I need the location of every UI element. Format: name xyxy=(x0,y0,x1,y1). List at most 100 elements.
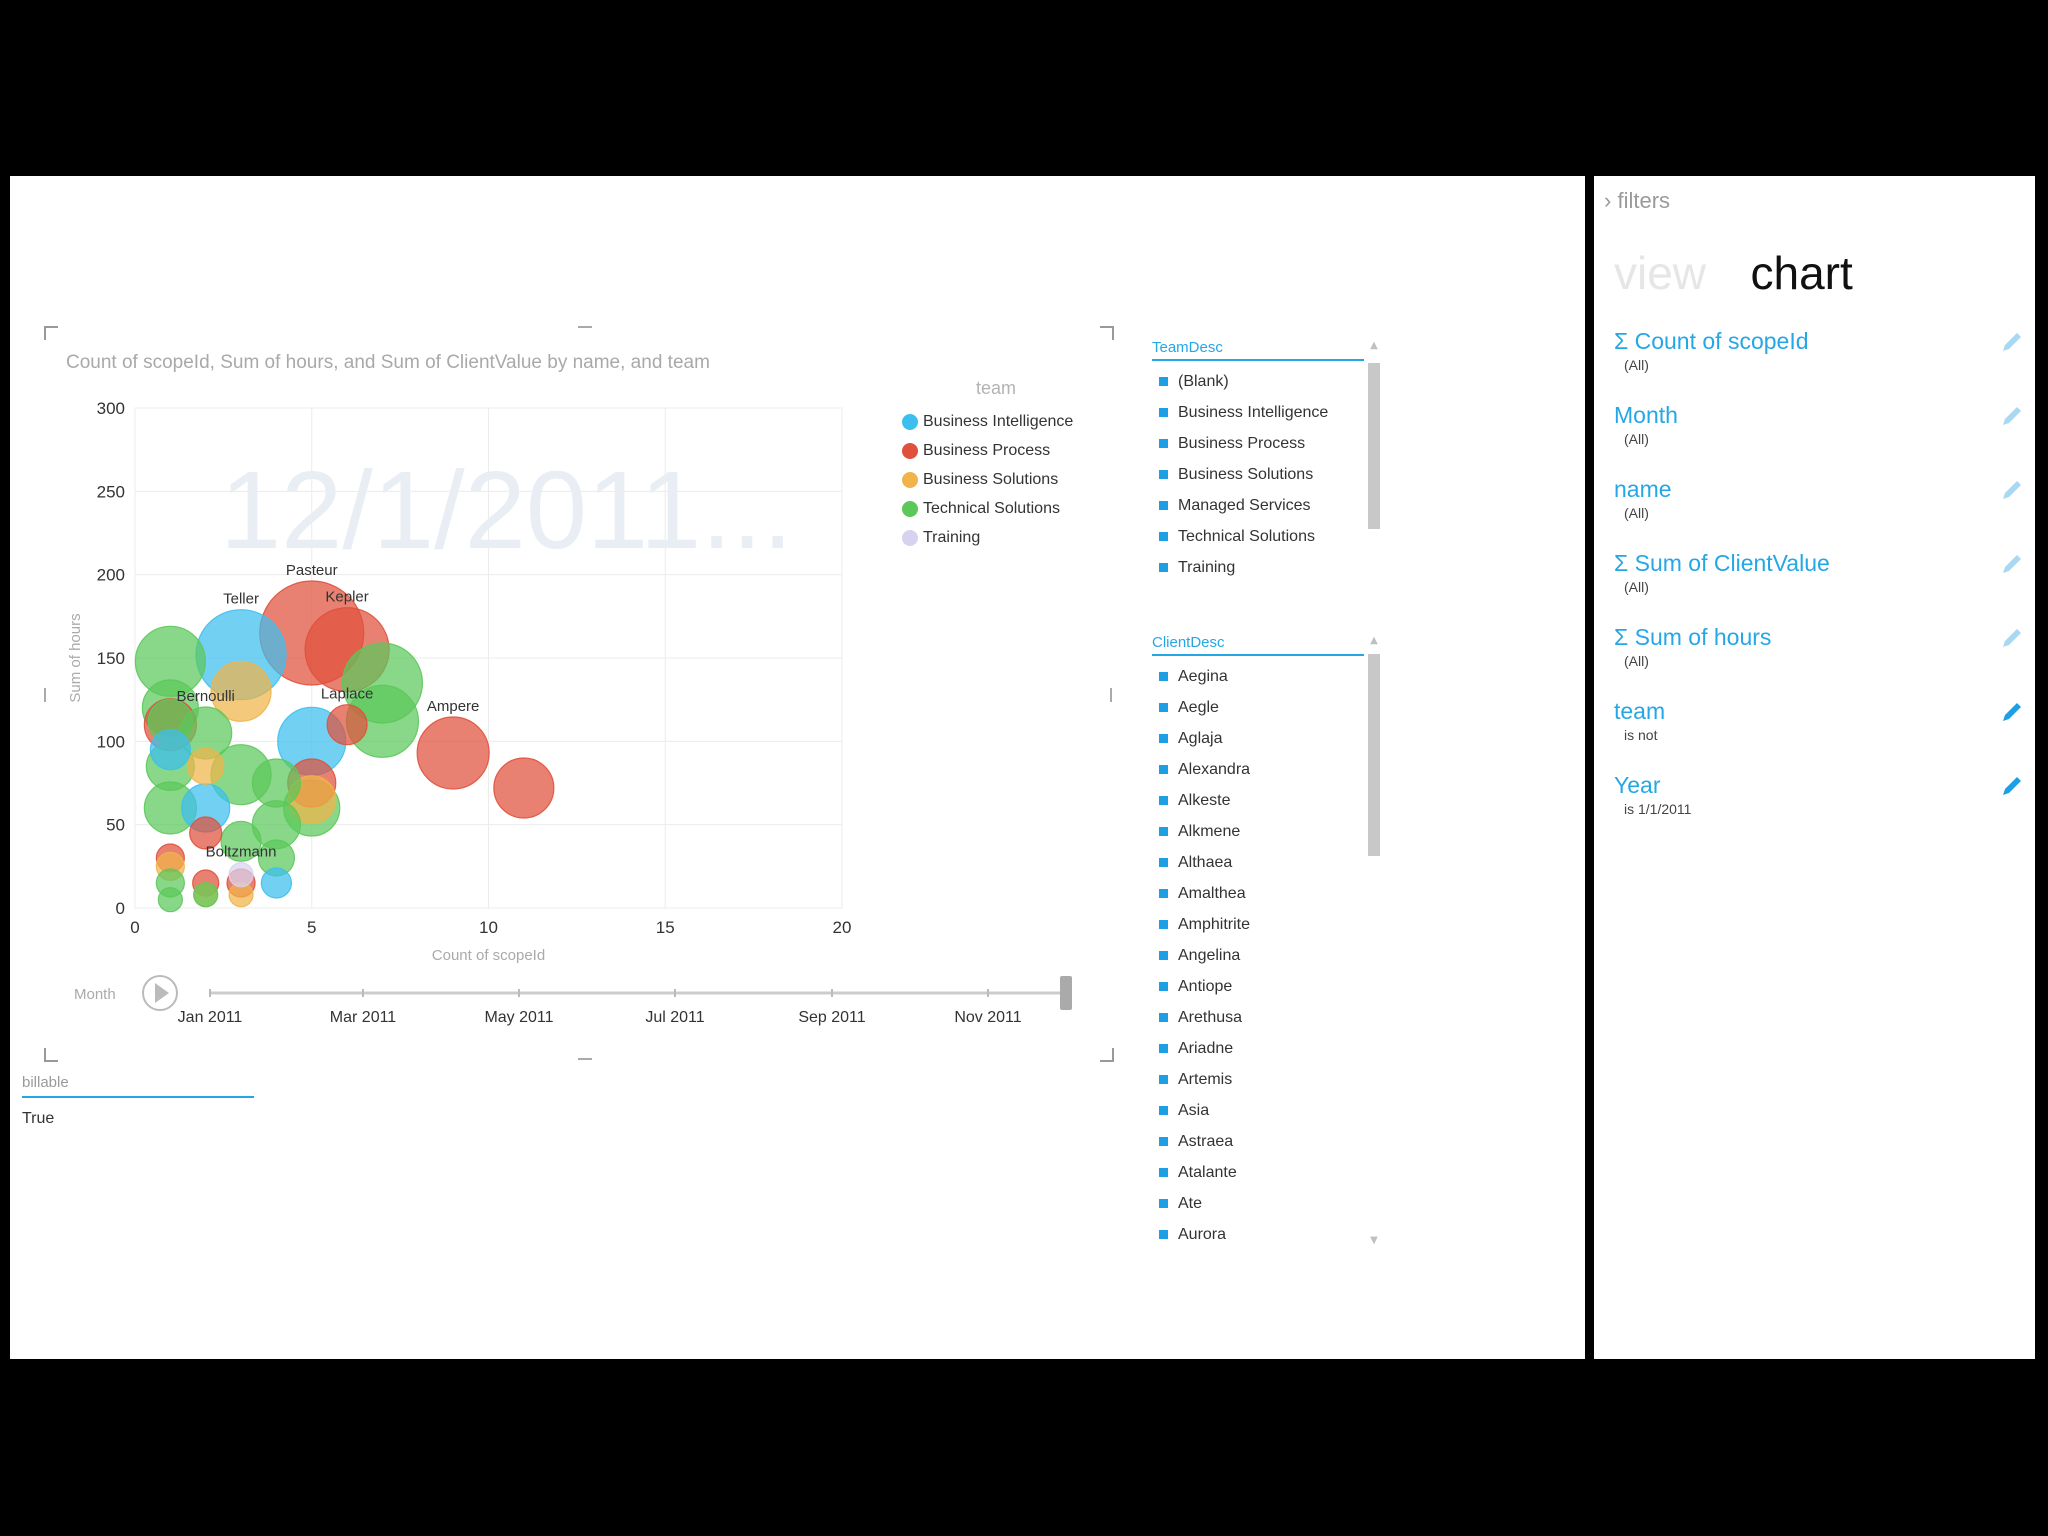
y-tick-label: 150 xyxy=(97,649,125,668)
pencil-icon[interactable] xyxy=(2000,330,2024,354)
slicer-item[interactable]: Alexandra xyxy=(1152,754,1364,785)
slicer-item[interactable]: Alkeste xyxy=(1152,785,1364,816)
legend-item[interactable]: Training xyxy=(902,523,1073,552)
slicer-square-icon xyxy=(1159,765,1168,774)
play-icon[interactable] xyxy=(155,983,169,1003)
bubble-business-process[interactable] xyxy=(189,816,223,850)
field-filter-state: (All) xyxy=(1624,357,1649,373)
slicer-item[interactable]: Aurora xyxy=(1152,1219,1364,1250)
field-well-item[interactable]: Σ Count of scopeId (All) xyxy=(1614,328,2024,373)
slicer-square-icon xyxy=(1159,951,1168,960)
bubble-business-solutions[interactable] xyxy=(210,660,272,722)
visual-frame-handle-left[interactable] xyxy=(44,688,46,702)
client-slicer[interactable]: ClientDesc Aegina Aegle Aglaja Alexandra Alk… xyxy=(1152,634,1364,1250)
play-axis-label: Month xyxy=(74,986,116,1003)
slicer-item[interactable]: Asia xyxy=(1152,1095,1364,1126)
pencil-icon[interactable] xyxy=(2000,626,2024,650)
slicer-item[interactable]: Artemis xyxy=(1152,1064,1364,1095)
slicer-item[interactable]: Amalthea xyxy=(1152,878,1364,909)
slicer-item-label: Technical Solutions xyxy=(1178,527,1315,545)
slicer-item[interactable]: Technical Solutions xyxy=(1152,521,1364,552)
slicer-square-icon xyxy=(1159,563,1168,572)
bubble-business-intelligence[interactable] xyxy=(260,867,292,899)
billable-value[interactable]: True xyxy=(22,1110,55,1127)
tab-view[interactable]: view xyxy=(1614,247,1707,299)
visual-frame-handle-top[interactable] xyxy=(578,326,592,328)
y-tick-label: 100 xyxy=(97,732,125,751)
field-well-item[interactable]: team is not xyxy=(1614,698,2024,743)
legend-item[interactable]: Business Solutions xyxy=(902,465,1073,494)
pencil-icon[interactable] xyxy=(2000,478,2024,502)
bubble-technical-solutions[interactable] xyxy=(193,882,219,908)
legend-swatch xyxy=(902,413,918,430)
pencil-icon[interactable] xyxy=(2000,774,2024,798)
slicer-item[interactable]: Arethusa xyxy=(1152,1002,1364,1033)
team-slicer-scroll-thumb[interactable] xyxy=(1368,363,1380,529)
slicer-item[interactable]: Training xyxy=(1152,552,1364,583)
slicer-item-label: Business Process xyxy=(1178,434,1306,452)
bubble-business-process[interactable] xyxy=(416,716,490,790)
x-tick-label: 10 xyxy=(479,918,498,937)
slicer-item[interactable]: Business Solutions xyxy=(1152,459,1364,490)
bubble-business-process[interactable] xyxy=(493,757,555,819)
slicer-item[interactable]: Ate xyxy=(1152,1188,1364,1219)
client-slicer-scroll-thumb[interactable] xyxy=(1368,654,1380,856)
slicer-item[interactable]: Business Intelligence xyxy=(1152,397,1364,428)
slicer-item[interactable]: Aegina xyxy=(1152,661,1364,692)
field-well-item[interactable]: name (All) xyxy=(1614,476,2024,521)
field-well-item[interactable]: Year is 1/1/2011 xyxy=(1614,772,2024,817)
slicer-item-label: Training xyxy=(1178,558,1236,576)
bubble-business-solutions[interactable] xyxy=(187,747,225,785)
billable-slicer-header: billable xyxy=(22,1074,254,1098)
slicer-item[interactable]: Aegle xyxy=(1152,692,1364,723)
slicer-square-icon xyxy=(1159,1168,1168,1177)
bubble-training[interactable] xyxy=(228,862,254,888)
slicer-item[interactable]: Atalante xyxy=(1152,1157,1364,1188)
bubble-technical-solutions[interactable] xyxy=(251,758,301,808)
slicer-item[interactable]: Antiope xyxy=(1152,971,1364,1002)
scroll-up-icon[interactable]: ▲ xyxy=(1370,340,1378,351)
legend-swatch xyxy=(902,471,918,488)
filters-toggle[interactable]: › filters xyxy=(1604,188,1670,214)
slicer-square-icon xyxy=(1159,439,1168,448)
slicer-item[interactable]: (Blank) xyxy=(1152,366,1364,397)
pencil-icon[interactable] xyxy=(2000,404,2024,428)
slicer-item[interactable]: Aglaja xyxy=(1152,723,1364,754)
visual-frame-handle-right[interactable] xyxy=(1110,688,1112,702)
play-axis-thumb[interactable] xyxy=(1060,976,1072,1010)
legend-item[interactable]: Business Process xyxy=(902,436,1073,465)
field-well-item[interactable]: Σ Sum of hours (All) xyxy=(1614,624,2024,669)
slicer-item[interactable]: Alkmene xyxy=(1152,816,1364,847)
legend-item[interactable]: Business Intelligence xyxy=(902,407,1073,436)
legend-item[interactable]: Technical Solutions xyxy=(902,494,1073,523)
field-well-item[interactable]: Σ Sum of ClientValue (All) xyxy=(1614,550,2024,595)
field-well-item[interactable]: Month (All) xyxy=(1614,402,2024,447)
slicer-item-label: Ariadne xyxy=(1178,1039,1234,1057)
slicer-item[interactable]: Business Process xyxy=(1152,428,1364,459)
bubble-business-process[interactable] xyxy=(326,704,368,746)
slicer-item[interactable]: Amphitrite xyxy=(1152,909,1364,940)
slicer-item[interactable]: Angelina xyxy=(1152,940,1364,971)
chevron-right-icon: › xyxy=(1604,188,1612,213)
slicer-item[interactable]: Managed Services xyxy=(1152,490,1364,521)
slicer-item[interactable]: Ariadne xyxy=(1152,1033,1364,1064)
slicer-item[interactable]: Althaea xyxy=(1152,847,1364,878)
pencil-icon[interactable] xyxy=(2000,700,2024,724)
bubble-technical-solutions[interactable] xyxy=(157,887,183,913)
bubble-technical-solutions[interactable] xyxy=(220,820,262,862)
slicer-item-label: Amalthea xyxy=(1178,884,1246,902)
client-slicer-scrollbar[interactable]: ▲ ▼ xyxy=(1368,636,1380,1246)
scroll-down-icon[interactable]: ▼ xyxy=(1370,1235,1378,1246)
slicer-item[interactable]: Astraea xyxy=(1152,1126,1364,1157)
scroll-up-icon[interactable]: ▲ xyxy=(1370,635,1378,646)
slicer-square-icon xyxy=(1159,1230,1168,1239)
tab-chart[interactable]: chart xyxy=(1750,247,1853,299)
visual-frame-handle-bottom[interactable] xyxy=(578,1058,592,1060)
scatter-chart[interactable]: 0 5 10 15 2005010015020025030012/1/2011...Co… xyxy=(10,176,1140,1056)
bubble-business-intelligence[interactable] xyxy=(149,729,191,771)
slicer-item-label: Aurora xyxy=(1178,1225,1227,1243)
pencil-icon[interactable] xyxy=(2000,552,2024,576)
slicer-square-icon xyxy=(1159,1199,1168,1208)
play-axis-watermark: 12/1/2011... xyxy=(220,449,793,572)
team-slicer[interactable]: TeamDesc (Blank) Business Intelligence Bus… xyxy=(1152,339,1364,583)
